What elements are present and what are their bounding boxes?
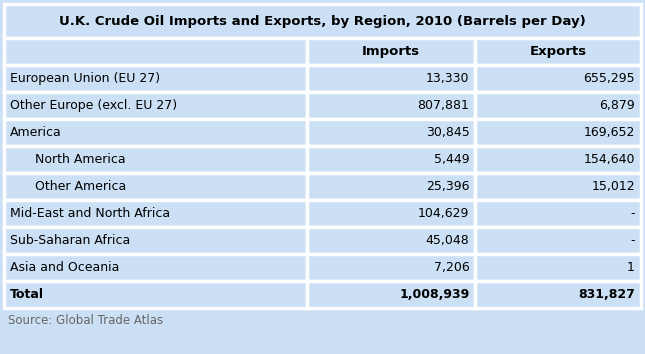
Bar xyxy=(475,281,641,308)
Text: 104,629: 104,629 xyxy=(418,207,470,220)
Text: Asia and Oceania: Asia and Oceania xyxy=(10,261,119,274)
Bar xyxy=(306,65,475,92)
Text: 831,827: 831,827 xyxy=(578,288,635,301)
Bar xyxy=(475,119,641,146)
Text: 15,012: 15,012 xyxy=(591,180,635,193)
Bar xyxy=(4,254,306,281)
Bar xyxy=(4,146,306,173)
Bar xyxy=(475,146,641,173)
Bar xyxy=(306,200,475,227)
Text: 169,652: 169,652 xyxy=(584,126,635,139)
Bar xyxy=(306,146,475,173)
Bar xyxy=(306,38,475,65)
Bar xyxy=(4,92,306,119)
Bar xyxy=(475,173,641,200)
Bar xyxy=(475,254,641,281)
Text: 25,396: 25,396 xyxy=(426,180,470,193)
Text: Mid-East and North Africa: Mid-East and North Africa xyxy=(10,207,170,220)
Text: -: - xyxy=(631,207,635,220)
Bar xyxy=(4,38,306,65)
Bar xyxy=(4,200,306,227)
Text: European Union (EU 27): European Union (EU 27) xyxy=(10,72,160,85)
Bar xyxy=(306,92,475,119)
Text: Source: Global Trade Atlas: Source: Global Trade Atlas xyxy=(8,314,163,327)
Text: 13,330: 13,330 xyxy=(426,72,470,85)
Bar xyxy=(306,173,475,200)
Bar xyxy=(4,227,306,254)
Bar xyxy=(306,254,475,281)
Text: 30,845: 30,845 xyxy=(426,126,470,139)
Text: Total: Total xyxy=(10,288,44,301)
Text: 655,295: 655,295 xyxy=(583,72,635,85)
Bar xyxy=(475,38,641,65)
Bar xyxy=(475,65,641,92)
Text: Exports: Exports xyxy=(530,45,587,58)
Bar xyxy=(4,173,306,200)
Bar xyxy=(4,119,306,146)
Bar xyxy=(4,4,641,38)
Bar xyxy=(475,200,641,227)
Text: 6,879: 6,879 xyxy=(599,99,635,112)
Bar xyxy=(475,227,641,254)
Text: -: - xyxy=(631,234,635,247)
Text: 1,008,939: 1,008,939 xyxy=(399,288,470,301)
Text: 5,449: 5,449 xyxy=(433,153,470,166)
Text: 7,206: 7,206 xyxy=(433,261,470,274)
Text: America: America xyxy=(10,126,62,139)
Text: 154,640: 154,640 xyxy=(584,153,635,166)
Bar xyxy=(475,92,641,119)
Text: Other Europe (excl. EU 27): Other Europe (excl. EU 27) xyxy=(10,99,177,112)
Text: 45,048: 45,048 xyxy=(426,234,470,247)
Bar xyxy=(4,65,306,92)
Text: Other America: Other America xyxy=(35,180,126,193)
Text: North America: North America xyxy=(35,153,126,166)
Bar xyxy=(4,281,306,308)
Text: Sub-Saharan Africa: Sub-Saharan Africa xyxy=(10,234,130,247)
Bar xyxy=(306,119,475,146)
Text: 807,881: 807,881 xyxy=(417,99,470,112)
Text: U.K. Crude Oil Imports and Exports, by Region, 2010 (Barrels per Day): U.K. Crude Oil Imports and Exports, by R… xyxy=(59,15,586,28)
Text: 1: 1 xyxy=(627,261,635,274)
Text: Imports: Imports xyxy=(362,45,420,58)
Bar xyxy=(306,227,475,254)
Bar xyxy=(306,281,475,308)
